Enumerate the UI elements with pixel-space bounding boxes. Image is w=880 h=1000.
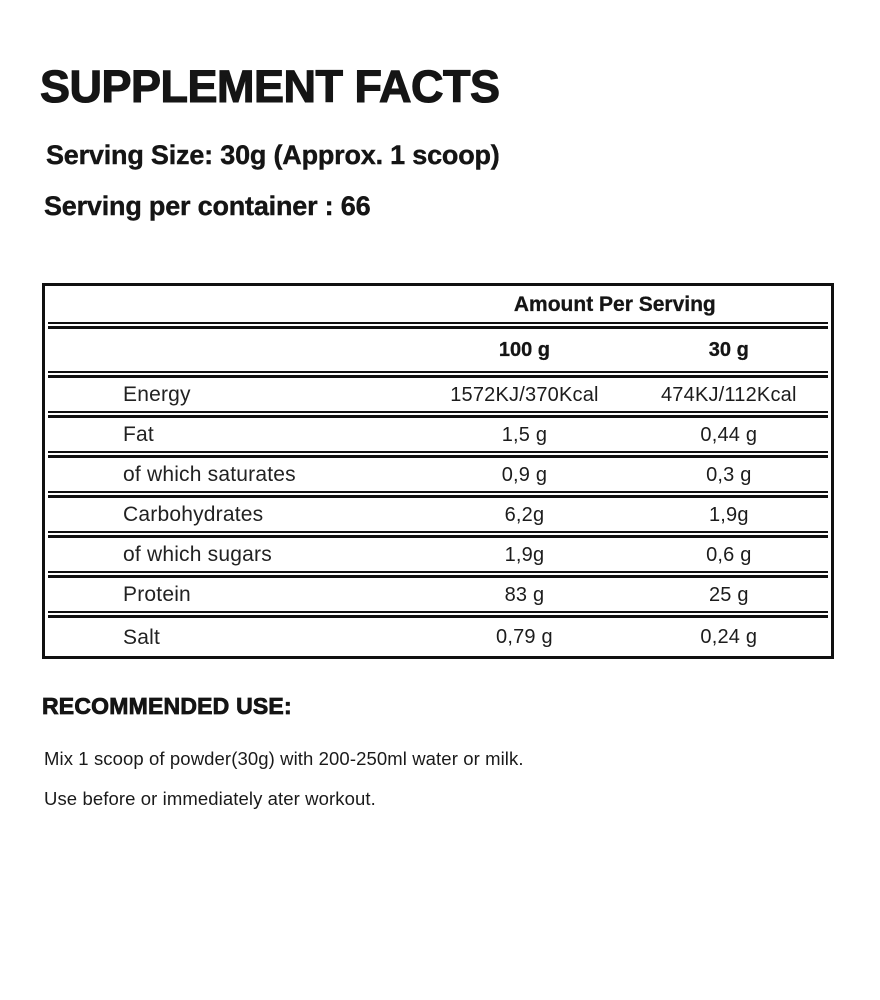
table-body: Energy 1572KJ/370Kcal 474KJ/112Kcal Fat 1,5 … bbox=[45, 378, 831, 656]
row-divider bbox=[48, 571, 828, 578]
table-group-header-row: Amount Per Serving bbox=[45, 286, 831, 322]
value-per-100g: 0,9 g bbox=[501, 463, 548, 486]
value-per-30g: 0,3 g bbox=[706, 463, 752, 486]
row-divider bbox=[48, 371, 828, 378]
table-row: Protein 83 g 25 g bbox=[45, 578, 831, 611]
row-divider bbox=[48, 491, 828, 498]
table-row: Fat 1,5 g 0,44 g bbox=[45, 418, 831, 451]
nutrient-label: Salt bbox=[123, 625, 160, 649]
value-per-30g: 474KJ/112Kcal bbox=[660, 383, 797, 406]
page-title: SUPPLEMENT FACTS bbox=[39, 61, 500, 112]
table-row: of which sugars 1,9g 0,6 g bbox=[45, 538, 831, 571]
nutrition-facts-table: Amount Per Serving 100 g 30 g Energy 1572… bbox=[42, 283, 834, 659]
recommended-use-line: Use before or immediately ater workout. bbox=[44, 788, 376, 809]
value-per-100g: 1572KJ/370Kcal bbox=[450, 383, 599, 406]
nutrient-label: Protein bbox=[123, 583, 191, 606]
row-divider bbox=[48, 451, 828, 458]
amount-per-serving-header: Amount Per Serving bbox=[513, 292, 716, 316]
table-row: Carbohydrates 6,2g 1,9g bbox=[45, 498, 831, 531]
value-per-100g: 1,5 g bbox=[501, 423, 548, 446]
servings-per-container-text: Serving per container : 66 bbox=[44, 191, 371, 221]
value-per-100g: 1,9g bbox=[504, 543, 545, 566]
nutrient-label: of which sugars bbox=[123, 543, 272, 566]
value-per-30g: 0,24 g bbox=[700, 626, 758, 648]
value-per-30g: 0,44 g bbox=[700, 423, 758, 446]
table-row: Salt 0,79 g 0,24 g bbox=[45, 618, 831, 656]
table-column-header-row: 100 g 30 g bbox=[45, 329, 831, 371]
table-row: of which saturates 0,9 g 0,3 g bbox=[45, 458, 831, 491]
value-per-100g: 6,2g bbox=[504, 503, 545, 526]
value-per-30g: 1,9g bbox=[708, 503, 749, 526]
table-row: Energy 1572KJ/370Kcal 474KJ/112Kcal bbox=[45, 378, 831, 411]
value-per-100g: 83 g bbox=[504, 583, 545, 606]
column-header-30g: 30 g bbox=[708, 339, 749, 361]
value-per-100g: 0,79 g bbox=[496, 626, 553, 648]
value-per-30g: 25 g bbox=[708, 583, 749, 606]
nutrient-label: Fat bbox=[123, 423, 154, 446]
row-divider bbox=[48, 611, 828, 618]
value-per-30g: 0,6 g bbox=[706, 543, 752, 566]
row-divider bbox=[48, 531, 828, 538]
nutrient-label: of which saturates bbox=[123, 463, 296, 486]
column-header-100g: 100 g bbox=[498, 339, 551, 361]
row-divider bbox=[48, 322, 828, 329]
row-divider bbox=[48, 411, 828, 418]
nutrient-label: Energy bbox=[123, 383, 191, 406]
recommended-use-line: Mix 1 scoop of powder(30g) with 200-250m… bbox=[44, 748, 524, 769]
recommended-use-heading: RECOMMENDED USE: bbox=[42, 693, 292, 719]
nutrient-label: Carbohydrates bbox=[123, 503, 264, 526]
serving-size-text: Serving Size: 30g (Approx. 1 scoop) bbox=[46, 140, 500, 170]
